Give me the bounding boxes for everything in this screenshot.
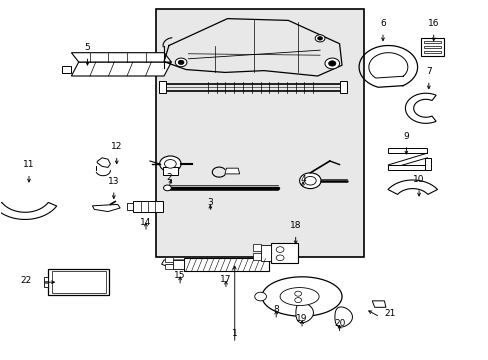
Polygon shape bbox=[252, 244, 260, 251]
Polygon shape bbox=[252, 253, 260, 260]
Polygon shape bbox=[262, 277, 341, 316]
Circle shape bbox=[294, 298, 301, 303]
Circle shape bbox=[325, 58, 339, 69]
Text: 17: 17 bbox=[220, 275, 231, 284]
Text: 21: 21 bbox=[383, 309, 394, 318]
Circle shape bbox=[178, 60, 183, 64]
Polygon shape bbox=[334, 307, 352, 327]
Polygon shape bbox=[423, 41, 441, 43]
Polygon shape bbox=[71, 62, 171, 76]
Text: 7: 7 bbox=[425, 67, 431, 76]
Polygon shape bbox=[92, 204, 120, 212]
Circle shape bbox=[317, 37, 322, 40]
Circle shape bbox=[159, 156, 181, 172]
Polygon shape bbox=[420, 38, 444, 56]
Circle shape bbox=[164, 159, 176, 168]
Circle shape bbox=[299, 173, 321, 189]
Polygon shape bbox=[97, 158, 110, 167]
Circle shape bbox=[276, 247, 284, 252]
Circle shape bbox=[328, 61, 335, 66]
Circle shape bbox=[254, 292, 266, 301]
Text: 12: 12 bbox=[111, 142, 122, 151]
Text: 18: 18 bbox=[289, 221, 301, 230]
Bar bbox=[156, 9, 363, 257]
Polygon shape bbox=[280, 288, 319, 306]
Text: 22: 22 bbox=[20, 276, 31, 285]
Circle shape bbox=[175, 58, 186, 67]
Circle shape bbox=[163, 185, 171, 191]
Text: 10: 10 bbox=[412, 175, 424, 184]
Polygon shape bbox=[161, 260, 184, 268]
Text: 2: 2 bbox=[166, 173, 171, 182]
Polygon shape bbox=[371, 301, 385, 307]
Circle shape bbox=[315, 35, 325, 42]
Polygon shape bbox=[387, 180, 437, 194]
Polygon shape bbox=[387, 148, 427, 153]
Polygon shape bbox=[164, 257, 172, 262]
Circle shape bbox=[304, 176, 316, 185]
Text: 14: 14 bbox=[140, 217, 151, 226]
Polygon shape bbox=[405, 93, 435, 123]
Polygon shape bbox=[295, 303, 313, 323]
Polygon shape bbox=[61, 66, 71, 72]
Text: 20: 20 bbox=[333, 319, 345, 328]
Polygon shape bbox=[271, 243, 298, 263]
Circle shape bbox=[276, 255, 284, 261]
Polygon shape bbox=[127, 203, 133, 210]
Text: 11: 11 bbox=[23, 160, 35, 169]
Polygon shape bbox=[43, 276, 48, 287]
Text: 3: 3 bbox=[207, 198, 213, 207]
Text: 6: 6 bbox=[379, 19, 385, 28]
Polygon shape bbox=[0, 202, 57, 220]
Text: 4: 4 bbox=[300, 175, 305, 184]
Polygon shape bbox=[260, 246, 271, 261]
Polygon shape bbox=[423, 50, 441, 53]
Polygon shape bbox=[424, 158, 430, 170]
Text: 13: 13 bbox=[108, 177, 120, 186]
Polygon shape bbox=[163, 167, 177, 175]
Polygon shape bbox=[183, 258, 268, 271]
Polygon shape bbox=[48, 269, 109, 296]
Polygon shape bbox=[164, 264, 172, 269]
Text: 8: 8 bbox=[273, 306, 279, 315]
Text: 1: 1 bbox=[231, 329, 237, 338]
Text: 16: 16 bbox=[427, 19, 439, 28]
Text: 9: 9 bbox=[403, 131, 408, 140]
Polygon shape bbox=[172, 260, 183, 269]
Text: 19: 19 bbox=[296, 314, 307, 323]
Polygon shape bbox=[71, 53, 171, 62]
Polygon shape bbox=[387, 165, 427, 170]
Polygon shape bbox=[423, 45, 441, 48]
Text: 15: 15 bbox=[174, 271, 185, 280]
Polygon shape bbox=[224, 168, 239, 174]
Polygon shape bbox=[133, 201, 162, 212]
Polygon shape bbox=[159, 81, 166, 93]
Polygon shape bbox=[339, 81, 346, 93]
Circle shape bbox=[294, 291, 301, 296]
Text: 5: 5 bbox=[84, 43, 90, 52]
